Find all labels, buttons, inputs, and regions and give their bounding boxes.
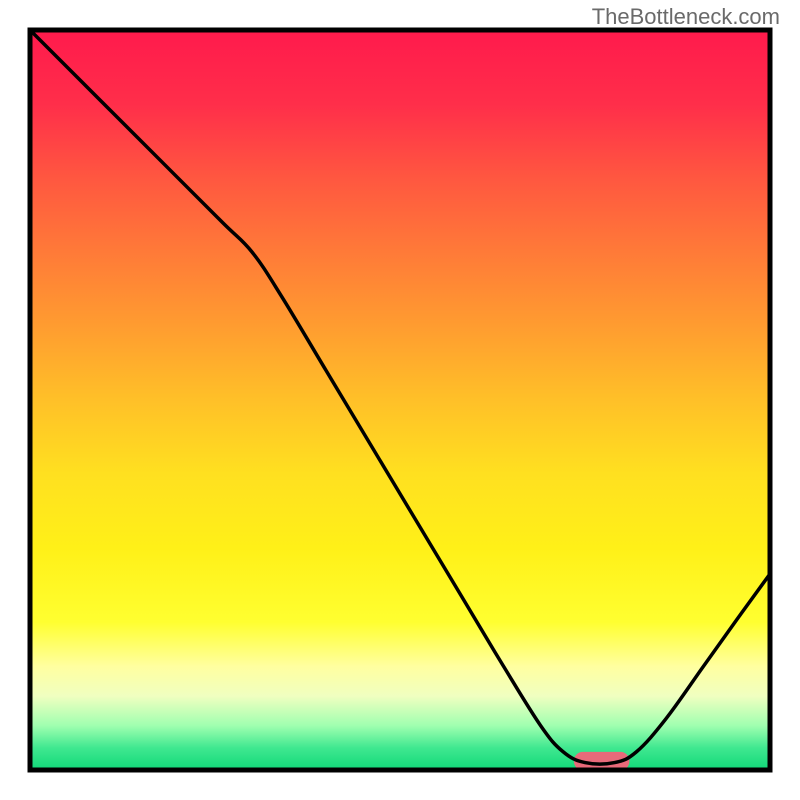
chart-container: TheBottleneck.com <box>0 0 800 800</box>
watermark-text: TheBottleneck.com <box>592 4 780 30</box>
bottleneck-chart <box>0 0 800 800</box>
